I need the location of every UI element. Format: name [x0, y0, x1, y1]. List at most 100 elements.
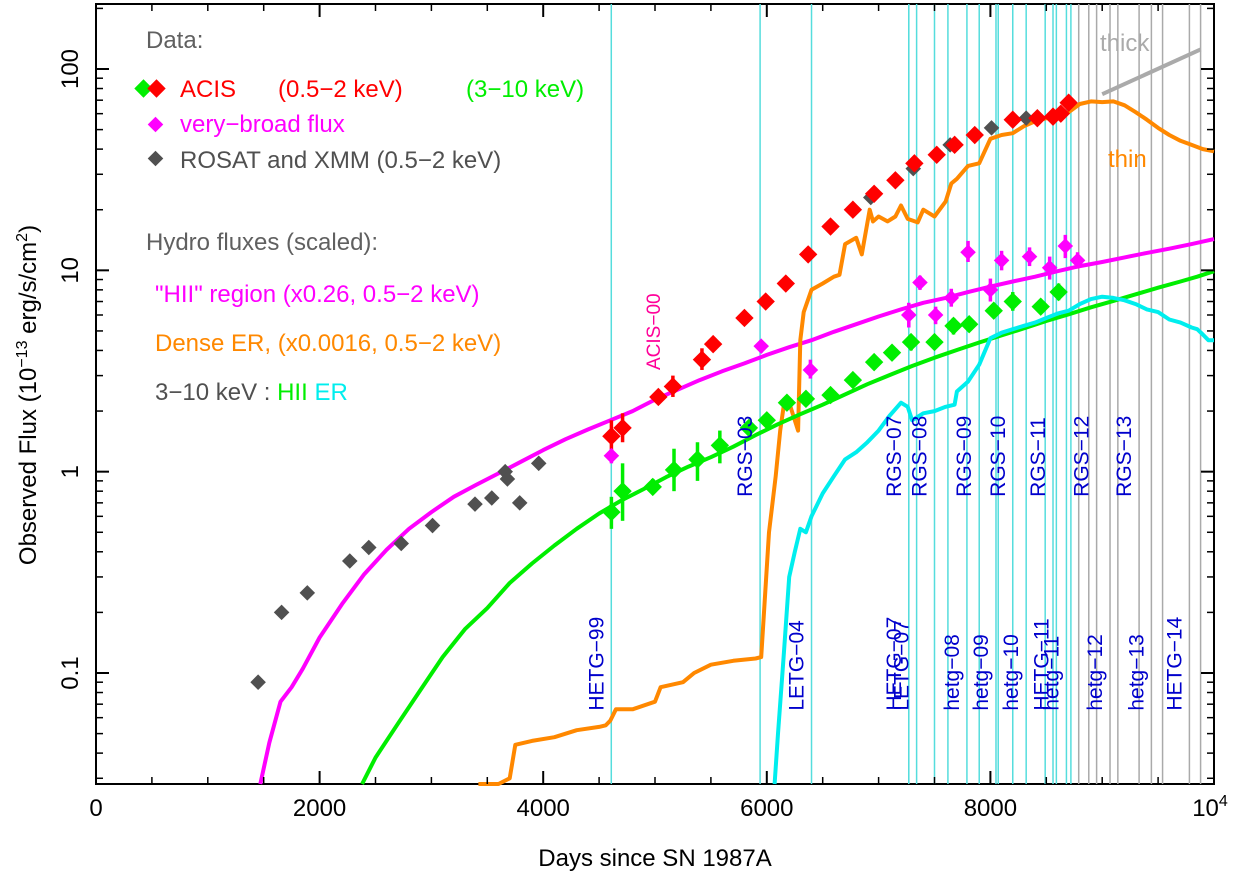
point-acis_soft: [843, 200, 863, 219]
point-broad: [1069, 252, 1086, 269]
curve-er: [478, 99, 1215, 786]
observation-label: RGS−10: [987, 416, 1010, 497]
point-acis_soft: [927, 145, 946, 164]
point-rosat: [361, 539, 377, 556]
point-acis_soft: [613, 418, 632, 438]
point-acis_hard: [944, 316, 963, 336]
point-acis_soft: [1051, 104, 1071, 123]
point-acis_hard: [984, 301, 1003, 320]
observation-label: HETG−99: [585, 617, 608, 711]
axes: 0 2000 4000 6000 8000 104 0.1 1 10 100: [57, 4, 1228, 822]
curve-hii: [258, 237, 1215, 785]
point-rosat: [273, 604, 290, 621]
observation-label: HETG−11: [1030, 618, 1053, 710]
legend-acis-soft-band: (0.5−2 keV): [278, 76, 403, 103]
x-tick-label: 8000: [964, 795, 1017, 822]
point-acis_soft: [692, 350, 712, 369]
x-tick-label: 4000: [517, 795, 570, 822]
point-broad: [753, 338, 769, 354]
point-acis_soft: [756, 292, 775, 311]
legend-hydro-title: Hydro fluxes (scaled):: [146, 229, 378, 256]
legend-marker-broad: [147, 116, 164, 133]
point-acis_hard: [901, 332, 921, 352]
point-acis_hard: [882, 343, 902, 362]
point-rosat: [467, 496, 483, 512]
legend-data-title: Data:: [146, 27, 203, 54]
observation-label: LETG−04: [786, 620, 809, 711]
thick-line: [1101, 47, 1202, 96]
point-broad: [603, 447, 620, 464]
point-acis_hard: [925, 332, 944, 352]
point-acis_soft: [703, 334, 723, 354]
x-tick-label: 2000: [293, 795, 346, 822]
point-acis_soft: [602, 427, 621, 446]
point-rosat: [530, 455, 547, 472]
point-acis_hard: [710, 436, 730, 455]
observation-label: hetg−08: [941, 634, 964, 711]
legend: Data: ACIS (0.5−2 keV) (3−10 keV) very−b…: [134, 27, 584, 406]
point-acis_hard: [1003, 292, 1022, 311]
point-acis_soft: [1003, 110, 1022, 129]
legend-marker-acis-soft: [147, 79, 166, 98]
point-acis_soft: [886, 171, 905, 190]
point-acis_hard: [959, 315, 979, 334]
point-rosat: [511, 495, 528, 511]
curve-hard_er: [772, 294, 1214, 785]
observation-label: hetg−12: [1084, 634, 1107, 711]
point-acis_hard: [777, 393, 797, 412]
point-acis_hard: [821, 385, 840, 405]
y-tick-label: 10: [57, 257, 84, 284]
observation-label: RGS−08: [909, 416, 932, 497]
observation-label: RGS−03: [734, 416, 757, 497]
point-acis_soft: [663, 377, 683, 396]
point-rosat: [393, 535, 409, 552]
annotation-thin: thin: [1108, 146, 1147, 173]
point-rosat: [424, 517, 441, 534]
point-broad: [960, 244, 976, 261]
point-rosat: [299, 585, 316, 601]
point-acis_hard: [1049, 282, 1068, 302]
point-broad: [1041, 259, 1058, 276]
point-acis_hard: [643, 477, 662, 497]
point-acis_soft: [965, 125, 984, 145]
annotation-acis00: ACIS−00: [644, 293, 665, 370]
observation-label: RGS−09: [953, 416, 976, 497]
point-acis_hard: [739, 418, 759, 438]
observation-label: HETG−07: [883, 617, 906, 711]
point-acis_soft: [864, 184, 884, 203]
observation-label: hetg−11: [1040, 636, 1063, 711]
point-broad: [1021, 248, 1038, 265]
legend-er: Dense ER, (x0.0016, 0.5−2 keV): [155, 330, 501, 357]
point-broad: [912, 274, 928, 291]
point-acis_soft: [798, 245, 818, 264]
x-tick-label: 6000: [740, 795, 793, 822]
point-acis_soft: [1059, 93, 1078, 112]
observation-label: RGS−13: [1113, 416, 1136, 497]
observation-label: RGS−11: [1027, 417, 1050, 497]
y-axis-label: Observed Flux (10−13 erg/s/cm2): [14, 225, 42, 565]
point-rosat: [250, 674, 266, 690]
point-acis_soft: [1028, 108, 1047, 128]
point-acis_hard: [1031, 297, 1050, 316]
legend-hard-hii: HII: [277, 379, 308, 406]
point-acis_hard: [796, 389, 816, 409]
x-tick-label-last: 104: [1192, 793, 1228, 822]
legend-marker-rosat: [147, 150, 164, 167]
legend-acis: ACIS: [180, 76, 236, 103]
annotation-thick: thick: [1100, 30, 1150, 57]
curve-hard_hii: [360, 269, 1215, 785]
point-rosat: [483, 490, 500, 506]
point-acis_soft: [905, 154, 924, 173]
point-acis_hard: [843, 370, 863, 390]
observation-label: RGS−12: [1071, 416, 1094, 497]
model-curves: [258, 99, 1215, 786]
legend-marker-acis-hard: [134, 79, 153, 98]
point-acis_hard: [864, 352, 884, 372]
point-broad: [943, 290, 960, 306]
point-acis_soft: [649, 387, 668, 407]
point-broad: [1057, 238, 1074, 254]
x-tick-label: 0: [89, 795, 102, 822]
observation-label: hetg−13: [1125, 634, 1148, 711]
point-acis_hard: [664, 460, 684, 480]
